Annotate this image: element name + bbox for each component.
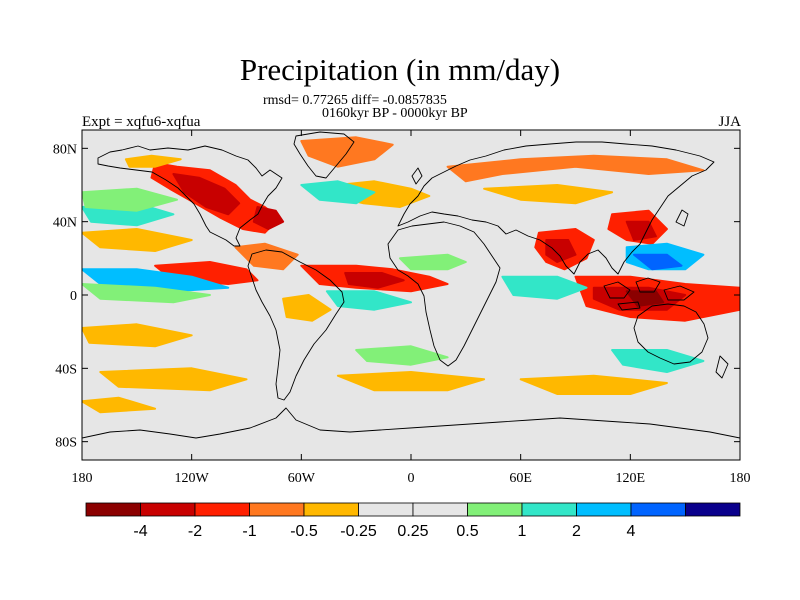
coastline-antarctica <box>82 407 740 439</box>
anomaly-caribbean-dry <box>234 242 299 271</box>
colorbar-swatch <box>685 502 741 517</box>
coastline-new-zealand <box>715 355 729 379</box>
anomaly-atlantic-north-blue <box>300 180 376 205</box>
coastline-greenland <box>293 131 355 179</box>
colorbar-label: 0.5 <box>456 523 478 540</box>
colorbar: -4 -2 -1 -0.5 -0.25 0.25 0.5 1 2 4 <box>85 502 741 540</box>
colorbar-label: 1 <box>518 523 527 540</box>
lat-tick-label: 0 <box>70 289 77 304</box>
colorbar-swatch <box>358 502 414 517</box>
lon-tick-label: 120E <box>616 471 646 486</box>
anomaly-pacific-east-green <box>82 187 178 212</box>
experiment-label: Expt = xqfu6-xqfua <box>82 114 201 130</box>
lon-tick-label: 180 <box>730 471 751 486</box>
anomaly-south-pacific-orange <box>82 323 193 348</box>
anomaly-south-america-orange <box>282 294 332 322</box>
colorbar-label: 4 <box>627 523 636 540</box>
colorbar-swatch <box>521 502 577 517</box>
anomaly-southern-ocean-orange-3 <box>519 374 668 395</box>
season-label: JJA <box>718 114 741 130</box>
lat-tick-label: 40S <box>55 362 77 377</box>
anomaly-africa-north-green <box>399 253 467 271</box>
colorbar-label: -4 <box>133 523 147 540</box>
anomaly-atlantic-itcz-dark <box>344 272 405 289</box>
colorbar-label: 0.25 <box>397 523 428 540</box>
lat-tick-label: 80S <box>55 436 77 451</box>
anomaly-india-dark <box>545 239 577 263</box>
latitude-axis: 80N 40N 0 40S 80S <box>53 142 740 451</box>
lon-tick-label: 120W <box>175 471 210 486</box>
anomaly-east-us-dry <box>252 206 285 230</box>
lat-tick-label: 40N <box>53 216 77 231</box>
colorbar-label: -1 <box>242 523 256 540</box>
anomaly-north-america-dry-core <box>172 173 241 216</box>
coastline-maritime-continent <box>603 277 695 311</box>
colorbar-swatch <box>630 502 686 517</box>
anomaly-australia-south-blue <box>611 349 705 373</box>
colorbar-swatch <box>576 502 632 517</box>
anomaly-southern-ocean-orange <box>99 367 248 392</box>
anomaly-nw-america-orange <box>124 154 182 168</box>
coastline-japan-uk <box>411 167 689 227</box>
anomaly-south-atlantic-wet <box>325 290 412 311</box>
colorbar-label: 2 <box>572 523 581 540</box>
lon-tick-label: 180 <box>72 471 93 486</box>
colorbar-swatch <box>194 502 250 517</box>
colorbar-label: -0.25 <box>340 523 377 540</box>
longitude-axis: 180 120W 60W 0 60E 120E 180 <box>72 130 751 486</box>
coastlines <box>82 131 740 439</box>
anomaly-central-asia-orange <box>483 184 614 205</box>
map-title: Precipitation (in mm/day) <box>239 52 561 87</box>
anomaly-nw-pacific-deep <box>633 253 683 271</box>
colorbar-label: -0.5 <box>290 523 318 540</box>
coastline-north-america <box>97 145 283 247</box>
lon-tick-label: 60W <box>288 471 316 486</box>
anomaly-north-pacific-orange <box>82 228 193 252</box>
lat-tick-label: 80N <box>53 142 77 157</box>
lon-tick-label: 60E <box>509 471 532 486</box>
colorbar-swatch <box>467 502 523 517</box>
coastline-south-america <box>247 249 345 401</box>
anomaly-eurasia-north-orange <box>446 154 705 183</box>
anomaly-southern-ocean-green <box>355 345 449 366</box>
lon-tick-label: 0 <box>408 471 415 486</box>
period-label: 0160kyr BP - 0000kyr BP <box>322 106 468 121</box>
colorbar-swatch <box>412 502 468 517</box>
colorbar-swatch <box>140 502 196 517</box>
anomaly-indian-ocean-blue <box>501 275 588 300</box>
coastline-australia <box>633 303 709 365</box>
anomaly-fields <box>82 136 740 414</box>
coastline-africa <box>387 221 501 367</box>
anomaly-east-pacific-green <box>82 283 211 304</box>
stats-label: rmsd= 0.77265 diff= -0.0857835 <box>263 93 447 108</box>
colorbar-swatch <box>303 502 359 517</box>
colorbar-swatch <box>249 502 305 517</box>
colorbar-swatch <box>85 502 141 517</box>
plot-area <box>81 129 741 461</box>
anomaly-southern-ocean-orange-2 <box>336 371 486 392</box>
coastline-europe-asia <box>397 141 715 275</box>
colorbar-label: -2 <box>188 523 202 540</box>
anomaly-west-pacific-orange <box>82 396 157 414</box>
